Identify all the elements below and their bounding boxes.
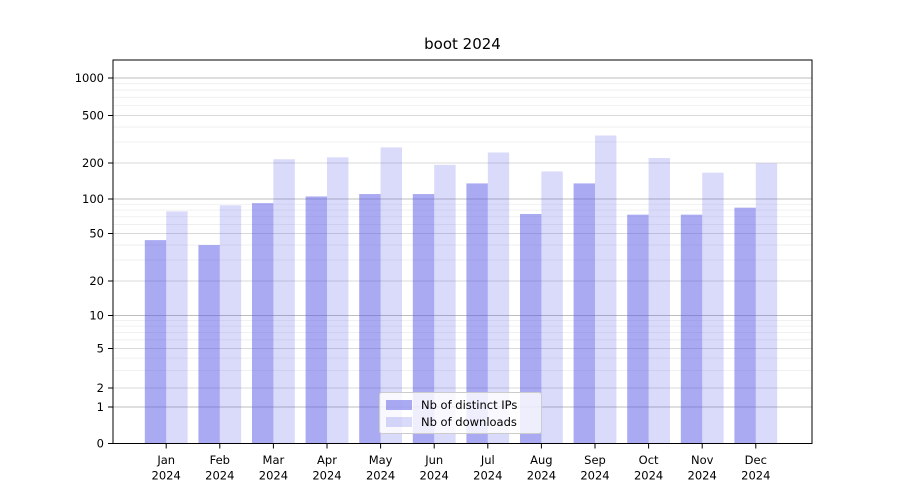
legend-swatch-distinct-ips	[386, 399, 412, 410]
x-tick-label-year: 2024	[473, 469, 502, 483]
x-tick-label-month: Jan	[156, 453, 175, 467]
y-tick-label: 100	[82, 192, 104, 206]
x-tick-label-month: Feb	[210, 453, 230, 467]
bar	[219, 205, 242, 444]
legend-swatch-downloads	[386, 416, 412, 427]
bar	[520, 213, 542, 444]
bar	[595, 135, 617, 444]
x-tick-label-year: 2024	[312, 469, 341, 483]
bar	[466, 183, 488, 444]
y-tick-label: 200	[82, 156, 104, 170]
y-tick-label: 0	[97, 437, 104, 451]
x-tick-label-year: 2024	[420, 469, 449, 483]
x-tick-label-month: Jul	[480, 453, 495, 467]
bar	[327, 157, 349, 444]
legend-entry-downloads: Nb of downloads	[386, 415, 535, 429]
x-tick-label-year: 2024	[688, 469, 717, 483]
bar	[198, 245, 220, 444]
x-tick-label-month: May	[369, 453, 393, 467]
bar	[412, 194, 435, 444]
x-tick-label-year: 2024	[580, 469, 609, 483]
legend-entry-distinct-ips: Nb of distinct IPs	[386, 398, 535, 412]
bar	[702, 172, 724, 444]
legend-label-distinct-ips: Nb of distinct IPs	[421, 397, 518, 412]
axes	[112, 59, 813, 444]
bar	[380, 147, 402, 444]
bar	[627, 214, 649, 444]
x-tick-label-year: 2024	[366, 469, 395, 483]
y-tick-label: 500	[82, 109, 104, 123]
bar	[487, 152, 510, 444]
x-tick-label-year: 2024	[205, 469, 234, 483]
x-axis: Jan 2024 Feb 2024 Mar 2024 Apr 2024 May 2024 Jun 20…	[152, 443, 770, 483]
bar	[680, 214, 703, 444]
y-tick-label: 5	[97, 342, 104, 356]
bar	[359, 194, 381, 444]
x-tick-label-year: 2024	[152, 469, 181, 483]
legend-label-downloads: Nb of downloads	[421, 414, 517, 429]
y-tick-label: 10	[89, 309, 104, 323]
bar	[252, 203, 274, 444]
x-tick-label-month: Apr	[317, 453, 337, 467]
x-tick-label-month: Mar	[263, 453, 285, 467]
bar	[755, 163, 778, 444]
y-tick-label: 2	[97, 381, 104, 395]
x-tick-label-month: Aug	[530, 453, 552, 467]
x-tick-label-year: 2024	[527, 469, 556, 483]
y-tick-label: 1000	[75, 71, 104, 85]
chart-title: boot 2024	[424, 35, 501, 53]
bar	[144, 240, 167, 444]
bar	[434, 164, 456, 444]
bar	[166, 211, 188, 444]
x-tick-label-month: Nov	[691, 453, 714, 467]
bar	[273, 159, 295, 444]
plot-border	[112, 59, 813, 444]
bar	[573, 183, 595, 444]
y-axis: 0 1 2 5 10 20 50 100 200 500 1000	[75, 71, 113, 451]
x-tick-label-month: Oct	[639, 453, 659, 467]
x-tick-label-year: 2024	[741, 469, 770, 483]
bar	[541, 171, 563, 444]
x-tick-label-month: Sep	[584, 453, 606, 467]
series-distinct-ips	[144, 183, 756, 444]
x-tick-label-month: Jun	[424, 453, 443, 467]
x-tick-label-year: 2024	[634, 469, 663, 483]
series-downloads	[166, 135, 778, 444]
bar	[305, 196, 327, 444]
bar	[734, 207, 756, 444]
bar	[648, 158, 670, 444]
y-tick-label: 50	[89, 227, 104, 241]
legend: Nb of distinct IPs Nb of downloads	[379, 392, 542, 434]
y-tick-label: 20	[89, 274, 104, 288]
y-tick-label: 1	[97, 400, 104, 414]
x-tick-label-year: 2024	[259, 469, 288, 483]
x-tick-label-month: Dec	[745, 453, 767, 467]
